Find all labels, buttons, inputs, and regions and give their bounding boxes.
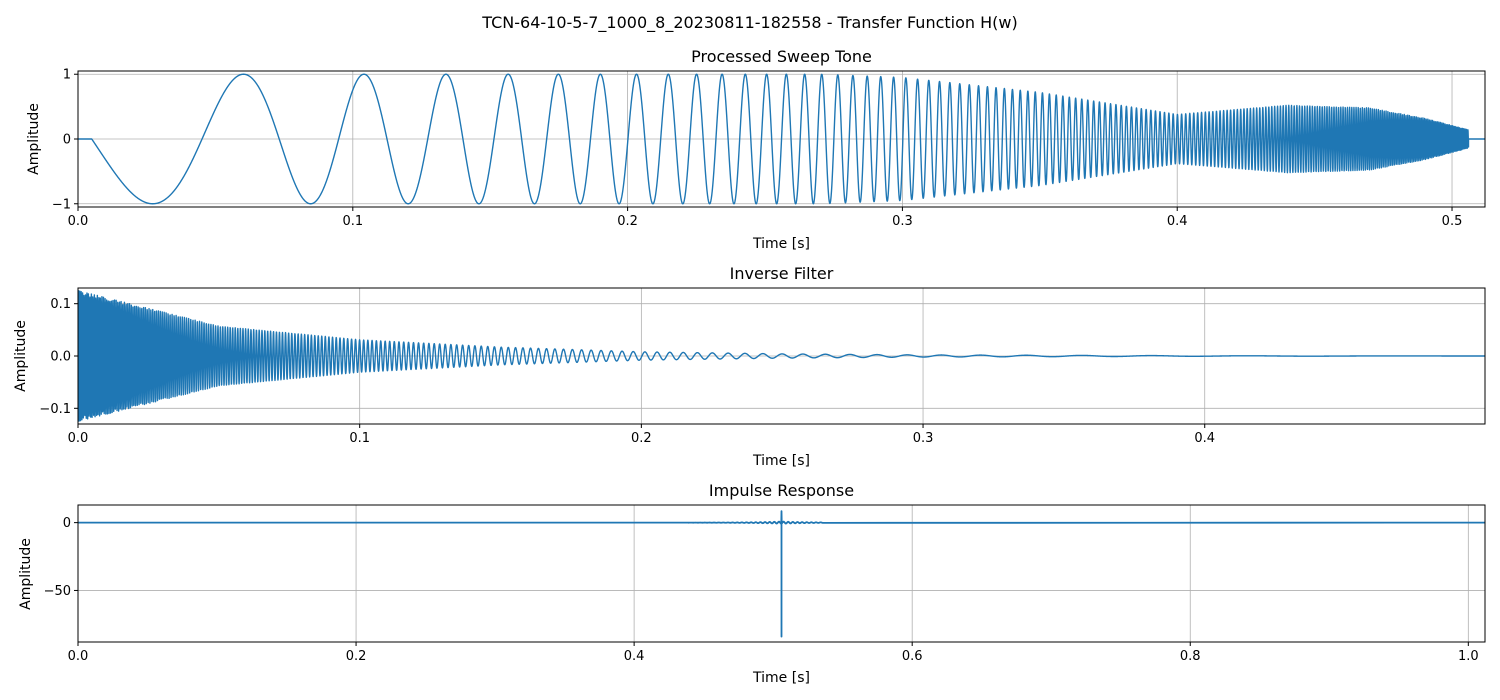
sweep-xtick-label: 0.2 (617, 214, 638, 229)
impulse-ytick-label: −50 (44, 584, 71, 599)
inverse-xtick-label: 0.0 (68, 431, 89, 446)
inverse-xtick-label: 0.1 (349, 431, 370, 446)
sweep-xtick-label: 0.5 (1442, 214, 1463, 229)
inverse-xtick-label: 0.4 (1194, 431, 1215, 446)
impulse-ytick-label: 0 (63, 516, 71, 531)
sweep-ylabel: Amplitude (26, 103, 42, 175)
impulse-panel: Impulse Response Time [s] Amplitude 0.0 0… (18, 481, 1486, 686)
sweep-xlabel: Time [s] (752, 236, 810, 252)
impulse-xtick-label: 0.4 (624, 649, 645, 664)
sweep-axes: 0.0 0.1 0.2 0.3 0.4 0.5 1 0 −1 (52, 68, 1486, 229)
impulse-frame (77, 504, 1486, 643)
impulse-xtick-label: 0.2 (346, 649, 367, 664)
sweep-xtick-label: 0.3 (892, 214, 913, 229)
sweep-ytick-label: −1 (52, 197, 71, 212)
impulse-xtick-label: 0.0 (68, 649, 89, 664)
impulse-ylabel: Amplitude (18, 538, 34, 610)
sweep-series-line (78, 73, 1485, 205)
impulse-xtick-label: 0.8 (1180, 649, 1201, 664)
sweep-panel: Processed Sweep Tone Time [s] Amplitude … (26, 47, 1486, 252)
inverse-xtick-label: 0.2 (631, 431, 652, 446)
impulse-series-line (78, 510, 1485, 638)
inverse-xlabel: Time [s] (752, 453, 810, 469)
inverse-ytick-label: 0.1 (50, 297, 71, 312)
sweep-ytick-label: 0 (63, 133, 71, 148)
sweep-frame (77, 70, 1486, 208)
inverse-axes: 0.0 0.1 0.2 0.3 0.4 0.1 0.0 −0.1 (39, 287, 1486, 446)
inverse-panel: Inverse Filter Time [s] Amplitude 0.0 0.1… (13, 264, 1486, 469)
inverse-xtick-label: 0.3 (913, 431, 934, 446)
inverse-title: Inverse Filter (730, 264, 834, 283)
impulse-axes: 0.0 0.2 0.4 0.6 0.8 1.0 0 −50 (44, 504, 1486, 664)
sweep-xtick-label: 0.0 (68, 214, 89, 229)
inverse-frame (77, 287, 1486, 425)
inverse-series-line (78, 290, 1485, 422)
impulse-xlabel: Time [s] (752, 670, 810, 686)
inverse-ylabel: Amplitude (13, 320, 29, 392)
figure-title: TCN-64-10-5-7_1000_8_20230811-182558 - T… (481, 13, 1017, 33)
inverse-ytick-label: −0.1 (39, 402, 71, 417)
impulse-title: Impulse Response (709, 481, 854, 500)
sweep-ytick-label: 1 (63, 68, 71, 83)
impulse-xtick-label: 1.0 (1458, 649, 1479, 664)
sweep-xtick-label: 0.4 (1167, 214, 1188, 229)
inverse-ytick-label: 0.0 (50, 350, 71, 365)
sweep-title: Processed Sweep Tone (691, 47, 872, 66)
sweep-xtick-label: 0.1 (342, 214, 363, 229)
impulse-xtick-label: 0.6 (902, 649, 923, 664)
